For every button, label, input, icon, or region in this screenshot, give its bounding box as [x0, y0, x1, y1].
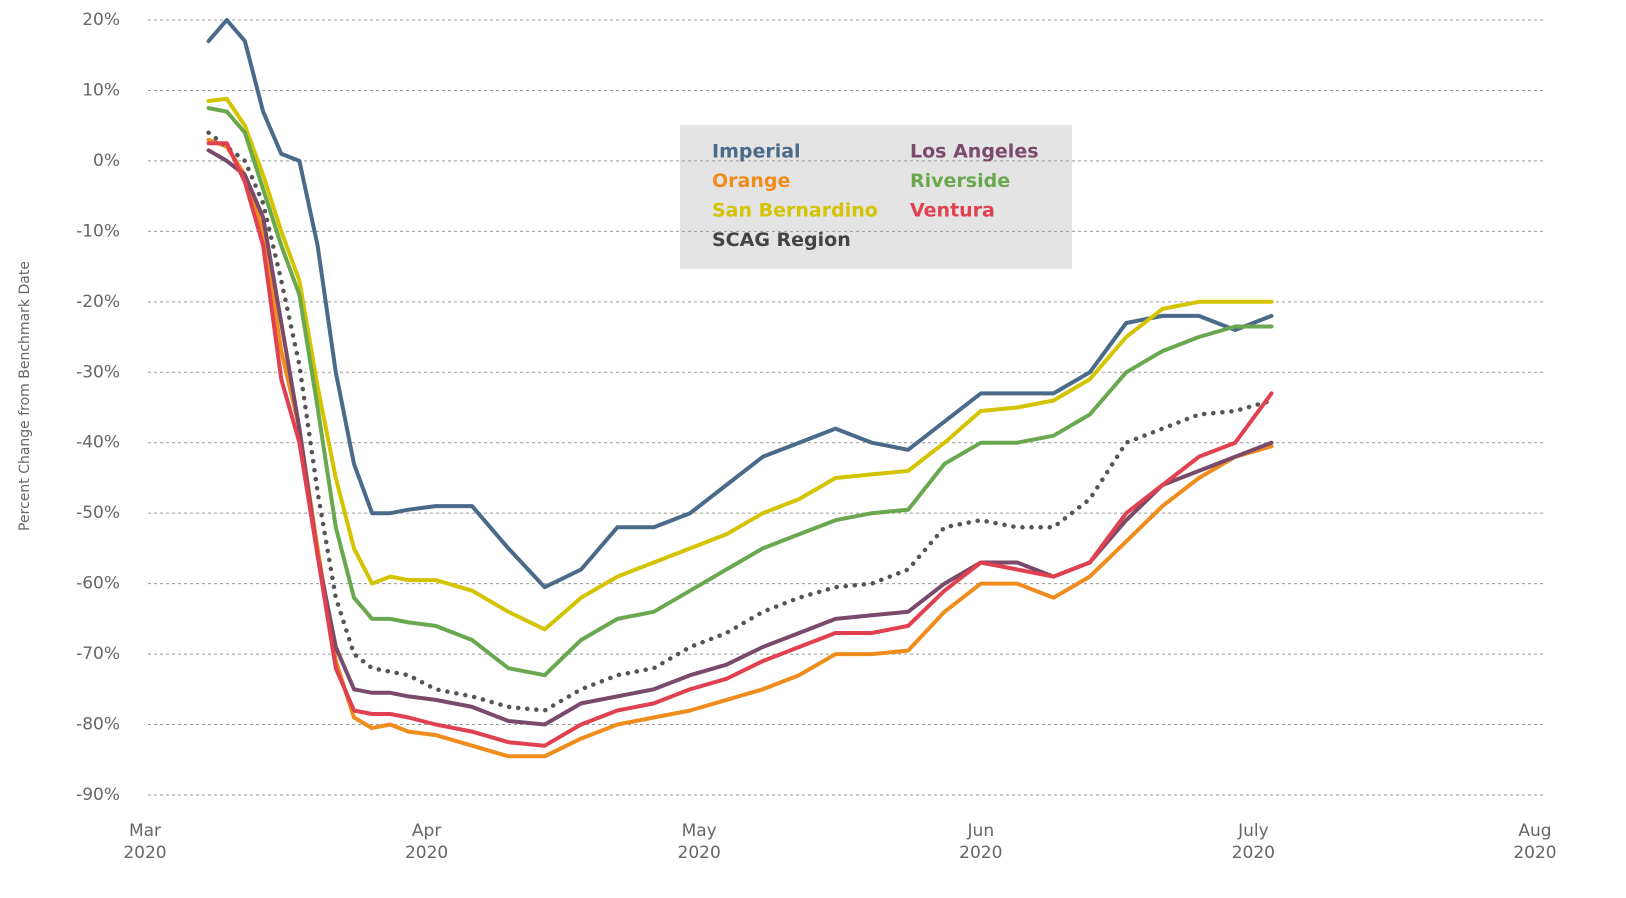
x-tick-label: Jun 2020	[959, 821, 1003, 863]
series-line	[206, 18, 1274, 590]
y-tick-label: -30%	[76, 362, 120, 382]
y-tick-label: -90%	[76, 785, 120, 805]
legend-label: Orange	[712, 170, 790, 192]
series-line	[206, 141, 1274, 748]
x-tick-label: Aug 2020	[1513, 821, 1557, 863]
y-tick-label: -10%	[76, 221, 120, 241]
x-tick-label: July 2020	[1231, 821, 1275, 863]
y-tick-label: 0%	[93, 151, 120, 171]
legend-label: Ventura	[910, 200, 995, 222]
x-tick-label: Apr 2020	[404, 821, 449, 863]
series-line	[206, 130, 1274, 713]
legend-label: SCAG Region	[712, 229, 851, 251]
y-tick-label: -80%	[76, 715, 120, 735]
y-axis-label: Percent Change from Benchmark Date	[17, 261, 33, 531]
legend-label: Imperial	[712, 141, 801, 163]
y-tick-label: -70%	[76, 644, 120, 664]
series-line	[206, 106, 1274, 678]
y-tick-label: -40%	[76, 433, 120, 453]
legend-label: San Bernardino	[712, 200, 878, 222]
x-tick-label: May 2020	[677, 821, 721, 863]
legend-box	[680, 125, 1072, 269]
x-tick-label: Mar 2020	[123, 821, 167, 863]
legend-label: Los Angeles	[910, 141, 1039, 163]
legend-label: Riverside	[910, 170, 1010, 192]
y-tick-label: -20%	[76, 292, 120, 312]
y-tick-label: -50%	[76, 503, 120, 523]
y-tick-label: 20%	[82, 10, 120, 30]
series-line	[206, 96, 1274, 632]
y-tick-label: -60%	[76, 574, 120, 594]
y-tick-label: 10%	[82, 80, 120, 100]
